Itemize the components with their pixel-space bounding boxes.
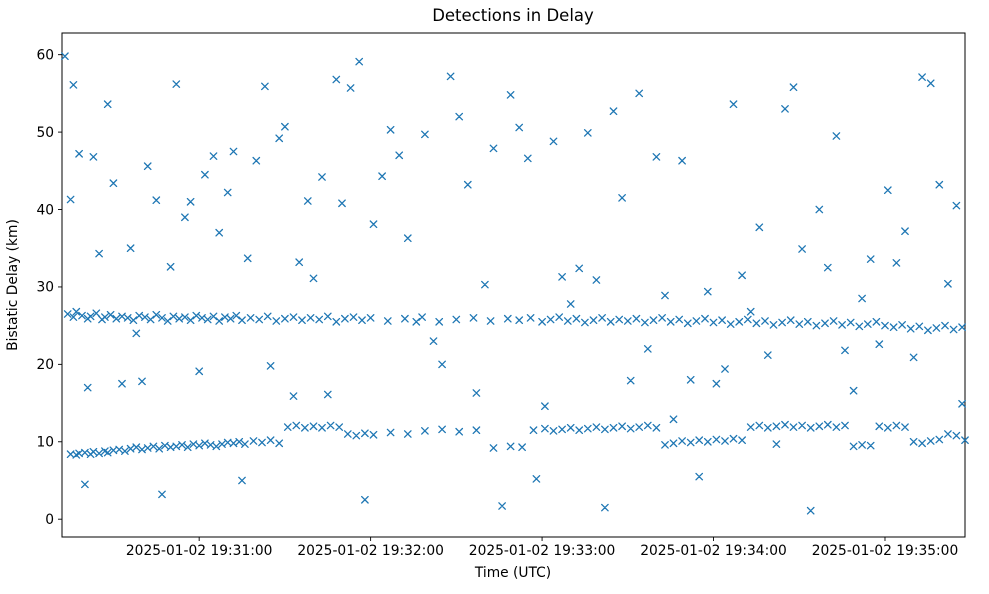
- y-tick-label: 60: [36, 47, 54, 63]
- y-tick-label: 0: [45, 512, 54, 528]
- y-tick-label: 40: [36, 202, 54, 218]
- y-tick-label: 10: [36, 435, 54, 451]
- y-tick-label: 20: [36, 357, 54, 373]
- x-tick-label: 2025-01-02 19:33:00: [469, 543, 616, 559]
- series-lower-band-detections: [66, 420, 969, 459]
- y-tick-label: 50: [36, 125, 54, 141]
- series-spread-detections: [61, 52, 966, 515]
- data-points: [61, 52, 969, 515]
- y-axis-label: Bistatic Delay (km): [5, 219, 21, 351]
- series-upper-band-detections: [63, 307, 966, 335]
- y-tick-label: 30: [36, 280, 54, 296]
- plot-border: [61, 32, 966, 538]
- x-tick-label: 2025-01-02 19:34:00: [640, 543, 787, 559]
- x-tick-label: 2025-01-02 19:32:00: [297, 543, 444, 559]
- y-axis-ticks: 0 10 20 30 40 50 60: [36, 47, 62, 528]
- x-tick-label: 2025-01-02 19:31:00: [126, 543, 273, 559]
- x-axis-ticks: 2025-01-02 19:31:00 2025-01-02 19:32:00 20…: [126, 537, 958, 559]
- chart-title: Detections in Delay: [432, 6, 594, 25]
- x-tick-label: 2025-01-02 19:35:00: [812, 543, 959, 559]
- x-axis-label: Time (UTC): [474, 565, 551, 581]
